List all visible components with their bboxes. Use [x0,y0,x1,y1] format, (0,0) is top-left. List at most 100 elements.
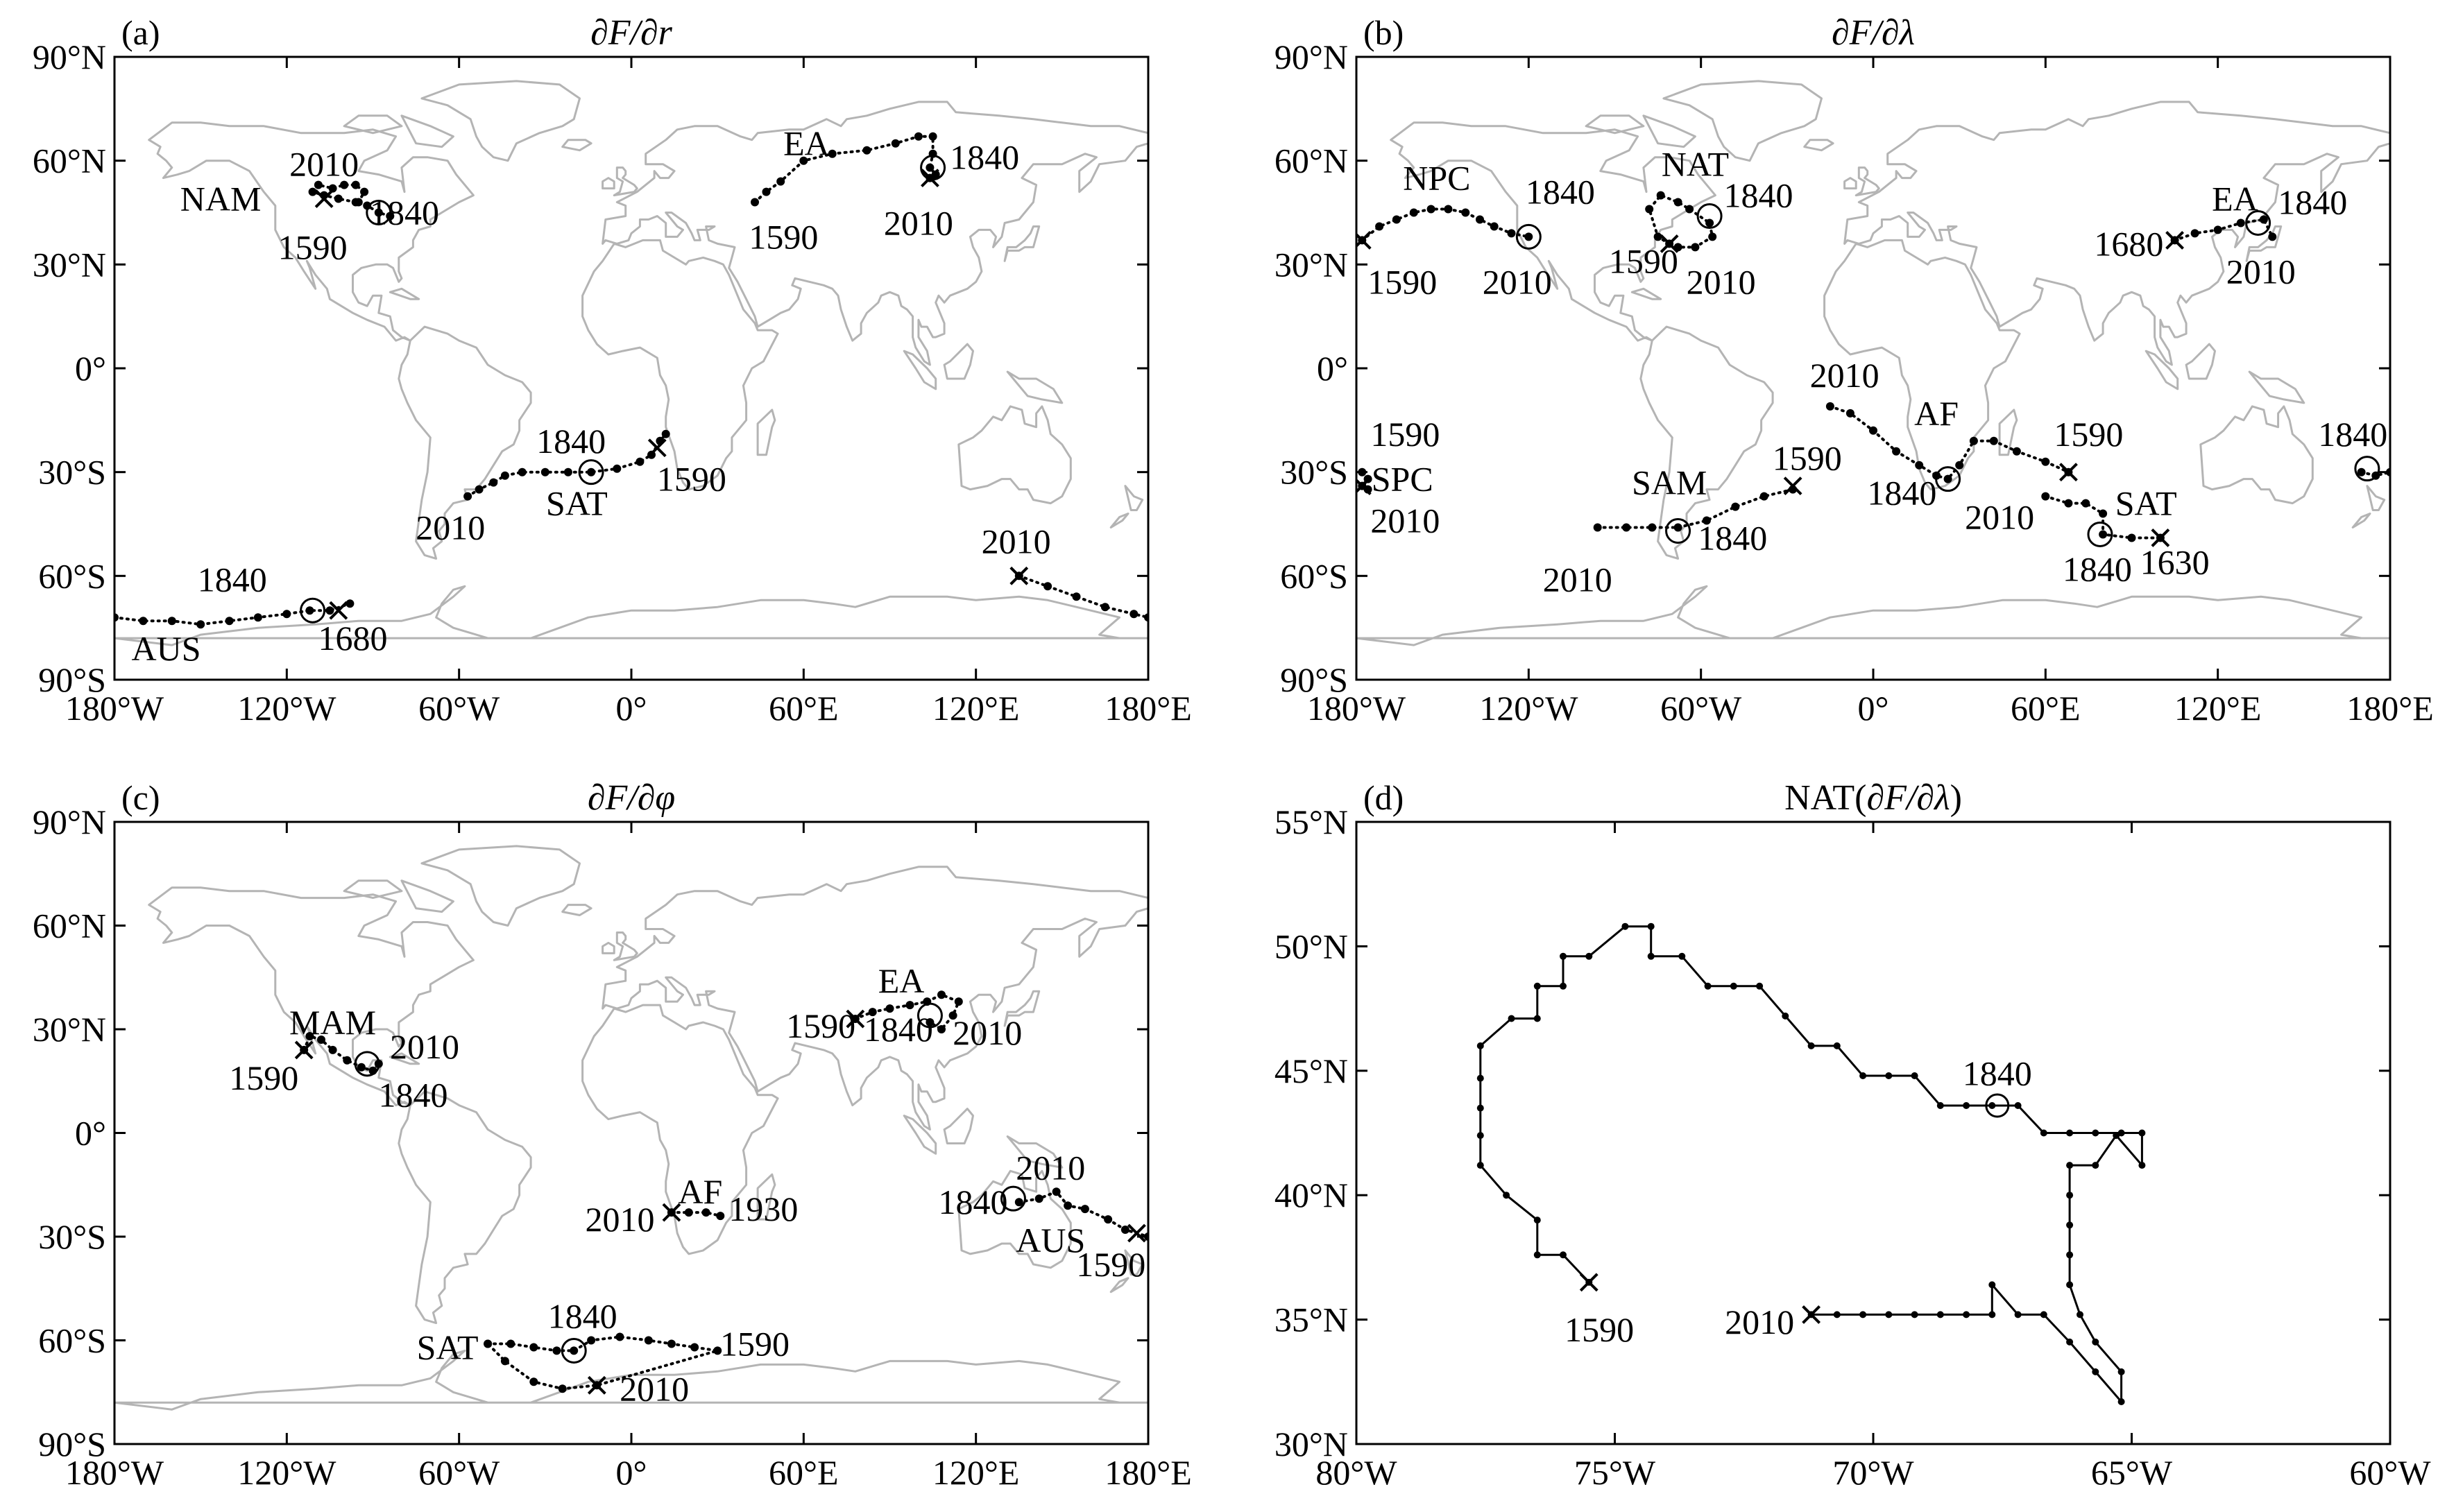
track-point [937,1025,946,1033]
track-point [1845,409,1855,418]
track-point [762,187,771,196]
y-tick-label: 60°S [1280,556,1348,595]
track-point [1593,523,1602,532]
panel-label: (c) [121,778,160,817]
epoch-1840-marker [2087,521,2113,547]
x-tick-label: 180°W [65,1453,164,1492]
x-tick-label: 60°W [2349,1453,2431,1492]
track-point [667,1339,676,1348]
track-label: AF [1914,394,1959,433]
epoch-1840-marker [561,1337,587,1364]
track-point [613,464,622,473]
coastline [2351,513,2371,529]
track-line [853,993,961,1031]
track-label: 1680 [318,619,388,658]
y-tick-label: 55°N [1274,802,1348,841]
track-label: SAT [546,484,608,523]
track-point [684,1208,693,1217]
track-label: SAM [1632,463,1707,502]
endpoint-cross-marker [329,601,348,620]
track-point [570,1346,579,1355]
coastline [1585,114,1645,135]
coastlines [1356,80,2390,646]
epoch-1840-marker [354,1051,380,1077]
track-point [305,1032,314,1040]
x-tick-label: 75°W [1574,1453,1656,1492]
coastline [756,1173,776,1221]
track-unnamed [1009,566,1148,622]
coastline [2199,405,2314,505]
track-point [167,617,176,626]
series-point [1807,1042,1815,1049]
track-point [343,1056,352,1065]
track-ea [751,132,946,207]
track-point [1731,502,1740,511]
y-tick-label: 60°S [38,1321,106,1360]
series-point [1885,1072,1893,1079]
track-point [1825,402,1834,411]
series-point [2092,1368,2099,1375]
track-line [1596,488,1795,529]
track-point [363,201,372,210]
track-mam [294,1032,383,1077]
track-point [346,599,355,608]
y-tick-label: 90°S [38,1425,106,1463]
track-point [114,613,119,622]
tracks [114,132,1148,629]
coastline [343,879,403,900]
epoch-1840-marker [2245,209,2271,236]
coastline [398,1090,532,1325]
y-tick-label: 60°N [33,141,106,180]
x-tick-label: 120°E [932,1453,1020,1492]
track-label: EA [783,124,830,163]
track-point [1705,218,1714,227]
coastline [114,1349,1148,1411]
endpoint-cross-marker [587,1375,606,1395]
track-point [1708,232,1717,241]
track-point [1072,592,1081,601]
series-point [1476,1132,1484,1140]
endpoint-cross-marker [314,189,334,208]
coastline [957,405,1072,505]
track-sat [2041,492,2170,547]
track-point [1955,461,1964,470]
track-label: 2010 [1543,560,1612,599]
y-tick-label: 0° [75,349,106,388]
track-label: 2010 [289,145,359,184]
coastline [1124,485,1144,511]
track-label: 2010 [620,1369,689,1408]
track-point [1392,215,1401,224]
series-point [2117,1129,2125,1137]
track-point [308,187,317,196]
coastline [957,1169,1072,1269]
coastline [581,1004,779,1255]
series-point [1988,1281,1996,1289]
track-point [1869,426,1877,435]
coastline [561,904,592,916]
series-point [2066,1129,2074,1137]
track-point [885,1004,894,1013]
track-point [540,467,549,476]
track-point [1943,474,1952,483]
track-point [529,1343,538,1352]
y-tick-label: 40°N [1274,1176,1348,1214]
tracks [294,990,1148,1395]
coastline [1109,513,1129,529]
series-point [2138,1129,2146,1137]
track-point [360,187,369,196]
track-point [351,198,360,207]
track-point [615,1332,624,1341]
track-point [529,1377,538,1386]
coastline [1642,114,1696,148]
x-tick-label: 60°E [769,1453,839,1492]
epoch-1840-marker [300,597,326,624]
track-point [500,1357,509,1366]
track-point [1476,215,1484,224]
track-nam [308,180,395,225]
epoch-1840-marker [366,200,392,225]
track-aus [1000,1185,1148,1243]
track-point [868,1008,877,1017]
track-point [926,163,935,172]
track-label: SAT [417,1328,479,1366]
track-label: 2010 [982,522,1051,560]
